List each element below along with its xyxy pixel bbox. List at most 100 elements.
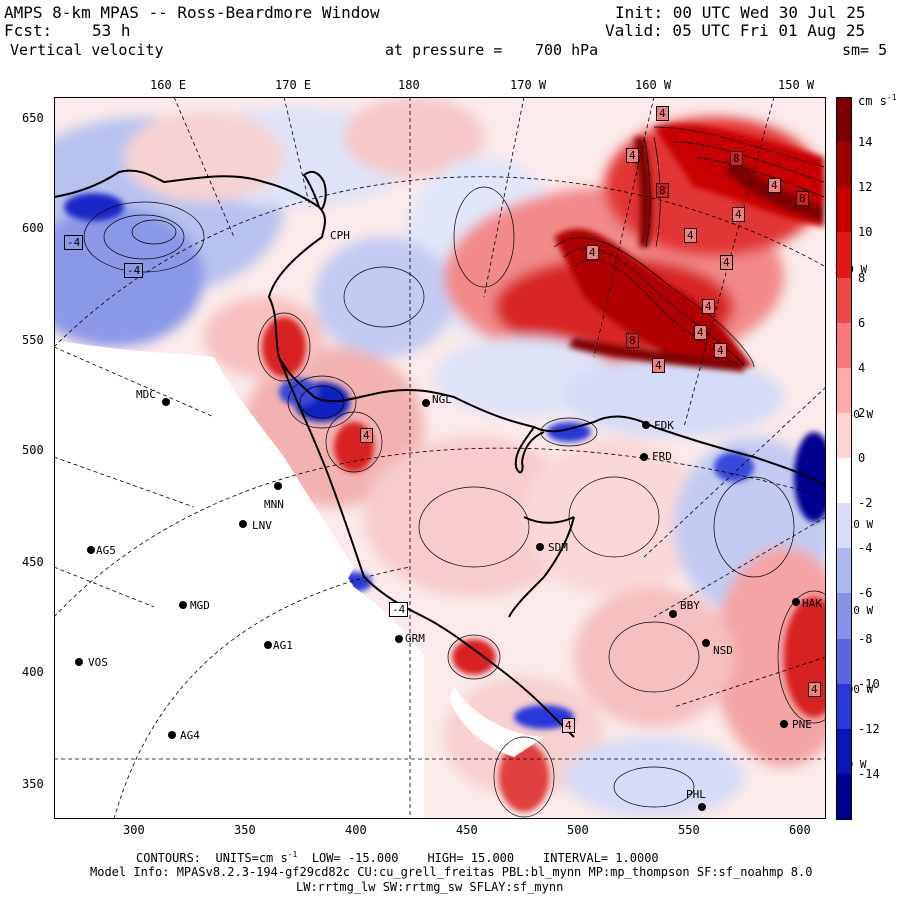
contour-label: 4 bbox=[732, 207, 745, 222]
station-dot-mnn bbox=[274, 482, 282, 490]
colorbar-tick-label: -12 bbox=[858, 721, 880, 736]
contour-label: 4 bbox=[808, 682, 821, 697]
y-tick: 350 bbox=[22, 777, 44, 791]
model-info: Model Info: MPASv8.2.3-194-gf29cd82c CU:… bbox=[90, 865, 813, 879]
station-label: VOS bbox=[88, 656, 108, 669]
station-label: MDC bbox=[136, 388, 156, 401]
colorbar-swatch bbox=[836, 503, 852, 549]
contour-label: 8 bbox=[626, 333, 639, 348]
colorbar-tick-label: -2 bbox=[858, 496, 873, 511]
colorbar-swatch bbox=[836, 548, 852, 594]
contour-lines bbox=[83, 126, 826, 818]
contour-label: -4 bbox=[64, 235, 84, 250]
field-shading bbox=[54, 97, 826, 817]
colorbar-frame bbox=[836, 97, 852, 819]
interval-value: INTERVAL= 1.0000 bbox=[543, 851, 659, 865]
contour-label: 4 bbox=[626, 148, 639, 163]
ice-shelf-edge bbox=[508, 516, 575, 618]
model-info-2: LW:rrtmg_lw SW:rrtmg_sw SFLAY:sf_mynn bbox=[296, 880, 564, 894]
station-dot-mgd bbox=[179, 601, 187, 609]
station-dot-mdc bbox=[162, 398, 170, 406]
y-tick: 500 bbox=[22, 443, 44, 457]
x-tick: 550 bbox=[678, 823, 700, 837]
contour-label: 4 bbox=[702, 299, 715, 314]
map-frame bbox=[54, 97, 826, 819]
y-tick: 450 bbox=[22, 555, 44, 569]
pressure-value: 700 hPa bbox=[535, 41, 599, 59]
station-label: GRM bbox=[405, 632, 425, 645]
colorbar-swatch bbox=[836, 187, 852, 233]
colorbar-swatch bbox=[836, 277, 852, 324]
low-value: LOW= -15.000 bbox=[311, 851, 399, 865]
colorbar-tick-label: -10 bbox=[858, 676, 880, 691]
contour-label: -4 bbox=[124, 263, 144, 278]
contour-label: 4 bbox=[562, 718, 575, 733]
colorbar-tick-label: 6 bbox=[858, 315, 866, 330]
vertical-velocity-map bbox=[54, 97, 826, 819]
colorbar-tick-label: -14 bbox=[858, 766, 880, 781]
station-dot-fdk bbox=[642, 421, 650, 429]
station-label: FDK bbox=[654, 419, 674, 432]
station-dot-grm bbox=[395, 635, 403, 643]
colorbar-swatch bbox=[836, 683, 852, 730]
colorbar-swatch bbox=[836, 97, 852, 143]
y-tick: 400 bbox=[22, 665, 44, 679]
colorbar-tick-label: 0 bbox=[858, 451, 866, 465]
y-tick: 550 bbox=[22, 333, 44, 347]
station-dot-vos bbox=[75, 658, 83, 666]
station-dot-frd bbox=[640, 453, 648, 461]
station-dot-hak bbox=[792, 598, 800, 606]
station-dot-phl bbox=[698, 803, 706, 811]
smoothing-label: sm= 5 bbox=[842, 41, 888, 59]
lon-tick-top: 170 E bbox=[275, 78, 312, 92]
contour-label: 4 bbox=[652, 358, 665, 373]
contour-label: 8 bbox=[796, 191, 809, 206]
station-dot-ag4 bbox=[168, 731, 176, 739]
station-label: HAK bbox=[802, 597, 822, 610]
strong-descent-cores bbox=[64, 193, 826, 729]
station-label: FRD bbox=[652, 450, 672, 463]
masked-terrain-region bbox=[54, 340, 424, 819]
colorbar-swatch bbox=[836, 322, 852, 369]
lon-tick-top: 180 bbox=[398, 78, 420, 92]
colorbar-tick-label: 4 bbox=[858, 360, 866, 375]
station-label: CPH bbox=[330, 229, 350, 242]
x-tick: 600 bbox=[789, 823, 811, 837]
y-tick: 650 bbox=[22, 111, 44, 125]
units-label: UNITS=cm s bbox=[215, 851, 288, 865]
coastline bbox=[54, 169, 826, 488]
colorbar-tick-label: -6 bbox=[858, 586, 873, 601]
station-label: MNN bbox=[264, 498, 284, 511]
colorbar bbox=[836, 97, 852, 820]
station-label: BBY bbox=[680, 599, 700, 612]
station-dot-lnv bbox=[239, 520, 247, 528]
contours-label: CONTOURS: bbox=[136, 851, 202, 865]
colorbar-swatch bbox=[836, 728, 852, 775]
contour-label: 8 bbox=[730, 151, 743, 166]
station-label: NGL bbox=[432, 393, 452, 406]
colorbar-swatch bbox=[836, 232, 852, 278]
colorbar-tick-label: 10 bbox=[858, 225, 873, 240]
lon-tick-top: 170 W bbox=[510, 78, 547, 92]
contour-label: 8 bbox=[656, 183, 669, 198]
station-dot-sdm bbox=[536, 543, 544, 551]
forecast-label: Fcst: bbox=[4, 21, 53, 40]
station-label: NSD bbox=[713, 644, 733, 657]
x-tick: 300 bbox=[123, 823, 145, 837]
station-label: SDM bbox=[548, 541, 568, 554]
station-dot-pne bbox=[780, 720, 788, 728]
colorbar-tick-label: -8 bbox=[858, 631, 873, 646]
x-tick: 450 bbox=[456, 823, 478, 837]
plot-title: AMPS 8-km MPAS -- Ross-Beardmore Window bbox=[4, 3, 380, 22]
colorbar-tick-label: 12 bbox=[858, 180, 873, 195]
station-label: AG4 bbox=[180, 729, 200, 742]
contour-label: 4 bbox=[586, 245, 599, 260]
station-markers bbox=[75, 398, 800, 811]
colorbar-tick-label: 8 bbox=[858, 270, 866, 285]
transantarctic-coast bbox=[278, 356, 575, 738]
lon-tick-top: 150 W bbox=[778, 78, 815, 92]
contour-label: 4 bbox=[714, 343, 727, 358]
colorbar-swatch bbox=[836, 638, 852, 685]
pressure-label: at pressure = bbox=[385, 41, 503, 59]
station-dot-ngl bbox=[422, 399, 430, 407]
